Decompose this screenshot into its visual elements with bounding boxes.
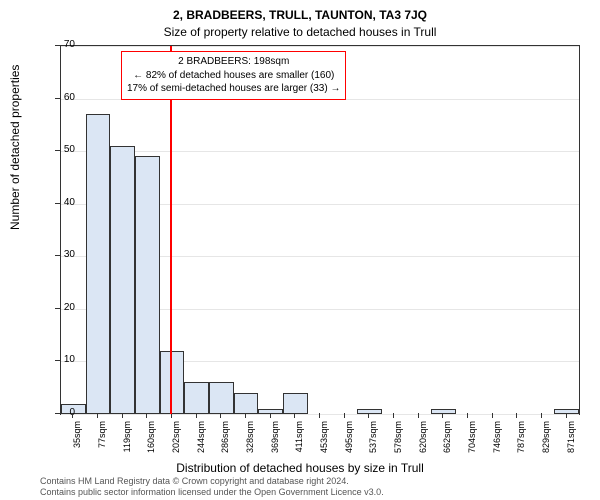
x-tick-label: 620sqm	[418, 421, 428, 461]
info-line-3: 17% of semi-detached houses are larger (…	[127, 82, 340, 96]
info-line-1: 2 BRADBEERS: 198sqm	[127, 55, 340, 69]
histogram-bar	[283, 393, 308, 414]
footer-line-2: Contains public sector information licen…	[40, 487, 384, 498]
footer-line-1: Contains HM Land Registry data © Crown c…	[40, 476, 384, 487]
y-tick-label: 70	[45, 39, 75, 50]
histogram-bar	[184, 382, 209, 414]
x-tick-label: 244sqm	[196, 421, 206, 461]
x-tick-label: 77sqm	[97, 421, 107, 461]
x-tick-label: 704sqm	[467, 421, 477, 461]
y-tick-label: 20	[45, 302, 75, 313]
histogram-bar	[357, 409, 382, 414]
histogram-bar	[554, 409, 579, 414]
histogram-bar	[431, 409, 456, 414]
x-tick-label: 871sqm	[566, 421, 576, 461]
y-tick-label: 60	[45, 92, 75, 103]
x-tick-label: 453sqm	[319, 421, 329, 461]
footer-text: Contains HM Land Registry data © Crown c…	[40, 476, 384, 498]
x-tick-label: 411sqm	[294, 421, 304, 461]
marker-line	[170, 46, 172, 414]
x-tick-label: 746sqm	[492, 421, 502, 461]
x-tick-label: 119sqm	[122, 421, 132, 461]
x-axis-label: Distribution of detached houses by size …	[0, 461, 600, 475]
x-tick-label: 328sqm	[245, 421, 255, 461]
x-tick-label: 369sqm	[270, 421, 280, 461]
y-tick-label: 10	[45, 354, 75, 365]
x-tick-label: 787sqm	[516, 421, 526, 461]
y-tick-label: 30	[45, 249, 75, 260]
histogram-bar	[209, 382, 234, 414]
info-line-2: ← 82% of detached houses are smaller (16…	[127, 69, 340, 83]
histogram-bar	[86, 114, 111, 414]
gridline	[61, 151, 579, 152]
x-tick-label: 202sqm	[171, 421, 181, 461]
x-tick-label: 495sqm	[344, 421, 354, 461]
histogram-bar	[234, 393, 259, 414]
plot-area: 2 BRADBEERS: 198sqm ← 82% of detached ho…	[60, 45, 580, 415]
x-tick-label: 537sqm	[368, 421, 378, 461]
x-tick-label: 662sqm	[442, 421, 452, 461]
histogram-bar	[110, 146, 135, 414]
x-tick-label: 578sqm	[393, 421, 403, 461]
x-tick-label: 35sqm	[72, 421, 82, 461]
gridline	[61, 46, 579, 47]
gridline	[61, 414, 579, 415]
info-box: 2 BRADBEERS: 198sqm ← 82% of detached ho…	[121, 51, 346, 100]
histogram-bar	[160, 351, 185, 414]
histogram-bar	[258, 409, 283, 414]
x-tick-label: 829sqm	[541, 421, 551, 461]
chart-title-sub: Size of property relative to detached ho…	[0, 25, 600, 39]
y-tick-label: 0	[45, 407, 75, 418]
histogram-bar	[135, 156, 160, 414]
x-tick-label: 160sqm	[146, 421, 156, 461]
x-tick-label: 286sqm	[220, 421, 230, 461]
y-axis-label: Number of detached properties	[8, 65, 22, 230]
chart-container: 2, BRADBEERS, TRULL, TAUNTON, TA3 7JQ Si…	[0, 0, 600, 500]
y-tick-label: 40	[45, 197, 75, 208]
y-tick-label: 50	[45, 144, 75, 155]
chart-title-main: 2, BRADBEERS, TRULL, TAUNTON, TA3 7JQ	[0, 8, 600, 22]
